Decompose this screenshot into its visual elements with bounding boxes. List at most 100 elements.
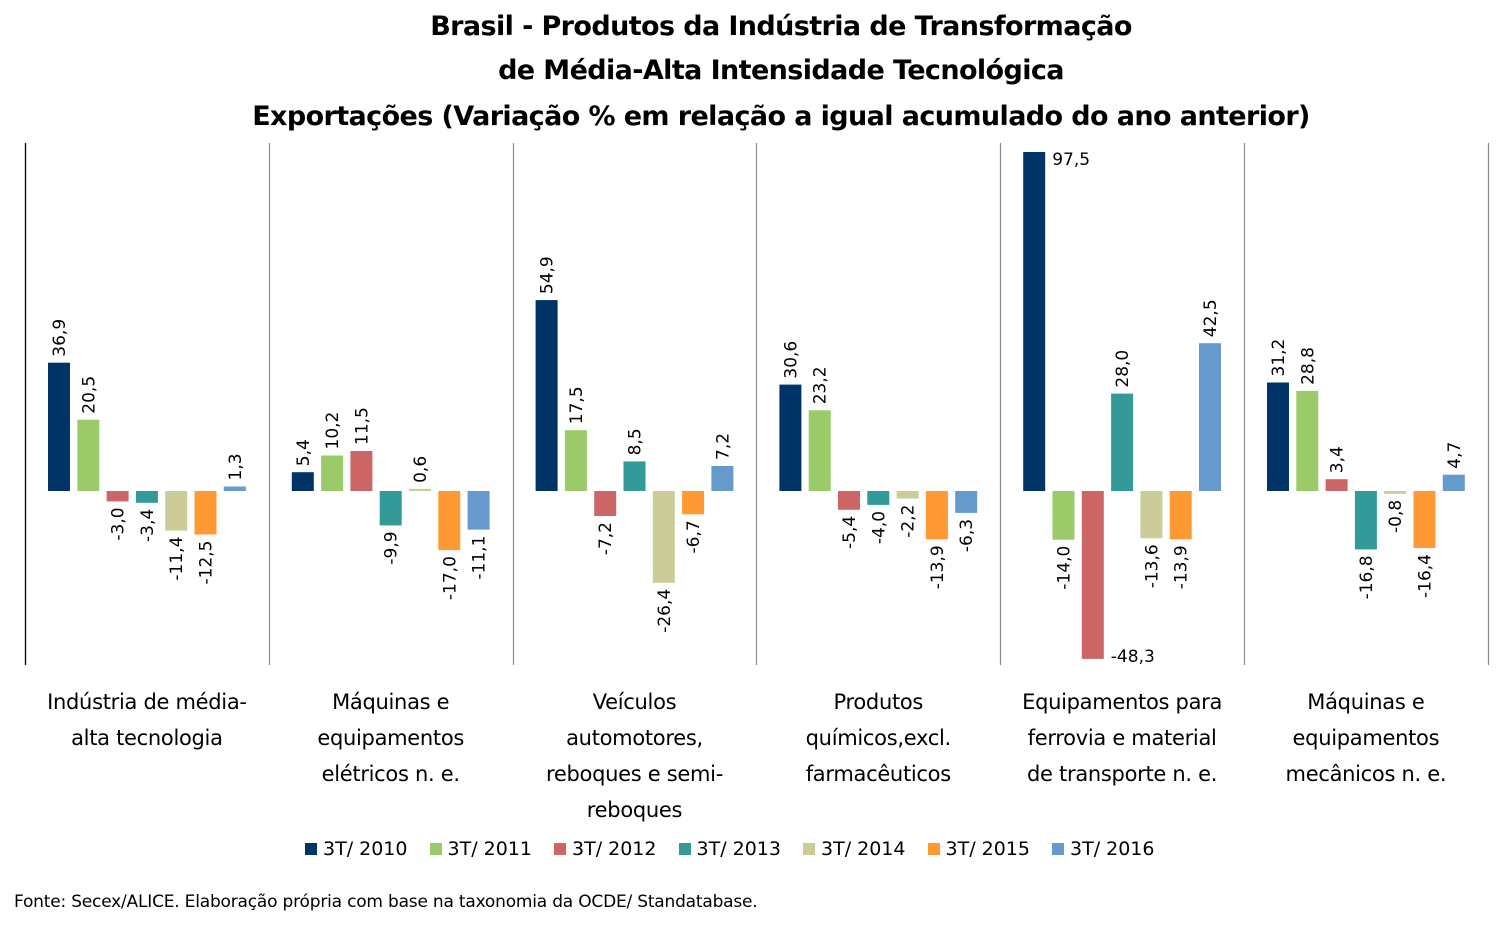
legend-label: 3T/ 2012 (572, 838, 657, 860)
data-label: -11,4 (167, 537, 187, 581)
data-label: -6,3 (957, 519, 977, 552)
legend-item: 3T/ 2016 (1052, 838, 1155, 860)
data-label: 23,2 (811, 366, 831, 404)
data-label: 1,3 (226, 453, 246, 480)
bar-32015-cat-2 (438, 491, 461, 551)
bar-32014-cat-5 (1140, 491, 1163, 539)
category-label-line: reboques (586, 798, 683, 822)
category-label-line: farmacêuticos (805, 762, 951, 786)
legend-item: 3T/ 2015 (927, 838, 1031, 860)
data-label: 28,0 (1113, 350, 1133, 388)
source-note: Fonte: Secex/ALICE. Elaboração própria c… (14, 892, 758, 912)
legend-item: 3T/ 2011 (429, 838, 533, 860)
chart-title-line-2: de Média-Alta Intensidade Tecnológica (498, 55, 1064, 86)
data-label: 0,6 (411, 456, 431, 483)
data-label: 20,5 (79, 376, 99, 414)
legend-label: 3T/ 2015 (945, 838, 1031, 860)
data-label: 36,9 (50, 319, 70, 357)
data-label: -3,4 (138, 509, 158, 542)
bar-32010-cat-6 (1267, 382, 1289, 491)
bar-32015-cat-6 (1413, 491, 1436, 548)
bar-32016-cat-6 (1442, 474, 1465, 491)
data-label: 28,8 (1298, 347, 1318, 385)
bar-32015-cat-5 (1169, 491, 1192, 540)
category-label-line: reboques e semi- (546, 762, 723, 786)
data-label: 3,4 (1328, 446, 1348, 473)
data-label: 54,9 (538, 256, 558, 294)
data-label: -4,0 (869, 511, 889, 544)
legend-item: 3T/ 2014 (803, 838, 906, 860)
bar-32014-cat-6 (1384, 491, 1407, 494)
legend-label: 3T/ 2016 (1070, 838, 1155, 860)
category-label: Máquinas e equipamentos mecânicos n. e. (1244, 684, 1488, 792)
category-label-line: Máquinas e (332, 690, 450, 714)
category-label: Equipamentos para ferrovia e material de t… (1000, 684, 1244, 792)
bar-32016-cat-1 (223, 486, 246, 491)
chart-plot-area: 36,9 5,4 54,9 30,6 97,5 31,2 20,5 10,2 17,5 23,2 -… (24, 143, 1490, 667)
bar-32010-cat-2 (291, 472, 314, 491)
legend-swatch-icon (305, 843, 317, 855)
bar-32012-cat-2 (350, 451, 373, 491)
category-label-line: Indústria de média- (47, 690, 247, 714)
legend-swatch-icon (678, 843, 691, 855)
data-label: 4,7 (1445, 442, 1465, 469)
bar-32010-cat-4 (779, 384, 802, 491)
data-label: -13,9 (1172, 545, 1192, 589)
data-label: -12,5 (197, 541, 217, 585)
bar-32013-cat-5 (1111, 393, 1134, 491)
legend-item: 3T/ 2012 (554, 838, 657, 860)
legend-item: 3T/ 2013 (678, 838, 781, 860)
bar-32016-cat-5 (1199, 343, 1221, 491)
legend-swatch-icon (1052, 843, 1064, 855)
category-label-line: mecânicos n. e. (1285, 762, 1447, 786)
data-label: 11,5 (352, 407, 372, 445)
bar-32011-cat-5 (1052, 491, 1075, 540)
bar-32016-cat-2 (467, 491, 490, 530)
data-label: 30,6 (781, 341, 801, 379)
data-label: 97,5 (1052, 150, 1090, 170)
data-label: 8,5 (626, 428, 646, 455)
bar-32013-cat-3 (623, 461, 646, 491)
data-label: -13,6 (1142, 544, 1162, 588)
legend-label: 3T/ 2014 (821, 838, 906, 860)
legend-swatch-icon (803, 843, 815, 855)
bar-32010-cat-1 (48, 362, 70, 491)
category-label-line: químicos,excl. (805, 726, 952, 750)
bar-32010-cat-5 (1023, 152, 1046, 491)
category-label-line: Veículos (592, 690, 677, 714)
bar-32011-cat-6 (1296, 390, 1319, 491)
data-label: -9,9 (382, 531, 402, 564)
data-label: -16,4 (1416, 554, 1436, 598)
data-label: 42,5 (1201, 299, 1221, 337)
legend-label: 3T/ 2010 (323, 838, 408, 860)
data-label: -5,4 (840, 516, 860, 549)
data-label: -0,8 (1386, 500, 1406, 533)
category-label-line: equipamentos (1292, 726, 1440, 750)
legend-item: 3T/ 2010 (305, 838, 408, 860)
category-label-line: ferrovia e material (1027, 726, 1217, 750)
data-label: -13,9 (928, 545, 948, 589)
chart-title-line-3: Exportações (Variação % em relação a igu… (252, 101, 1310, 132)
category-label-line: equipamentos (317, 726, 465, 750)
legend-label: 3T/ 2011 (447, 838, 533, 860)
legend-swatch-icon (554, 843, 566, 855)
bar-32012-cat-6 (1325, 479, 1348, 491)
bar-32014-cat-1 (165, 491, 188, 531)
bar-32013-cat-6 (1354, 491, 1377, 550)
bar-32010-cat-3 (535, 300, 558, 491)
category-label: Indústria de média-alta tecnologia (25, 684, 269, 756)
bar-32013-cat-2 (379, 491, 402, 526)
data-label: -7,2 (596, 522, 616, 555)
data-label: 10,2 (323, 412, 343, 450)
bar-32015-cat-1 (194, 491, 217, 535)
data-label: -11,1 (470, 536, 490, 580)
chart-legend: 3T/ 2010 3T/ 2011 3T/ 2012 3T/ 2013 3T/ 2014… (305, 834, 1177, 864)
bar-32015-cat-3 (682, 491, 705, 515)
bar-32016-cat-4 (955, 491, 978, 513)
chart-title-line-1: Brasil - Produtos da Indústria de Transf… (430, 11, 1132, 42)
data-label: -3,0 (109, 507, 129, 540)
data-label: -26,4 (655, 589, 675, 633)
category-label-line: Máquinas e (1307, 690, 1425, 714)
category-label: Máquinas e equipamentos elétricos n. e. (269, 684, 513, 792)
legend-swatch-icon (429, 843, 442, 855)
